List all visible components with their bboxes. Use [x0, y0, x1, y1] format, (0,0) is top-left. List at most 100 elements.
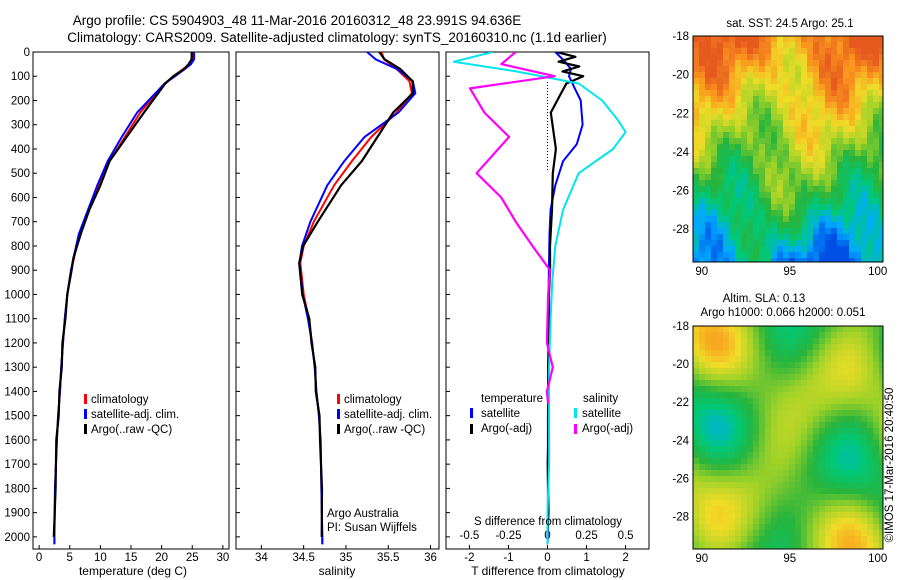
sla-map-cell — [795, 350, 802, 357]
sst-map-cell — [759, 138, 766, 145]
sla-map-cell — [741, 416, 748, 423]
sla-map-cell — [741, 488, 748, 495]
sst-map-cell — [789, 204, 796, 211]
sla-map-cell — [855, 410, 862, 417]
sla-map-cell — [855, 434, 862, 441]
sla-map-cell — [843, 344, 850, 351]
sst-map-cell — [705, 228, 712, 235]
sla-map-cell — [699, 476, 706, 483]
sst-map-cell — [723, 48, 730, 55]
sst-map-cell — [855, 168, 862, 175]
sla-map-cell — [879, 500, 883, 507]
sla-map-cell — [729, 440, 736, 447]
sst-map-cell — [723, 240, 730, 247]
sst-map-cell — [801, 168, 808, 175]
sst-map-cell — [879, 192, 883, 199]
sst-map-cell — [759, 204, 766, 211]
sla-map-cell — [699, 410, 706, 417]
sst-map-cell — [723, 192, 730, 199]
sla-map-cell — [777, 458, 784, 465]
sst-map-cell — [855, 246, 862, 253]
sst-map-cell — [717, 174, 724, 181]
sla-map-cell — [735, 434, 742, 441]
sst-map-cell — [831, 210, 838, 217]
sla-map-cell — [849, 380, 856, 387]
sst-map-cell — [735, 36, 742, 43]
sst-map-cell — [741, 192, 748, 199]
sst-map-cell — [795, 66, 802, 73]
sla-map-cell — [837, 380, 844, 387]
sst-map-cell — [819, 210, 826, 217]
sst-map-cell — [747, 120, 754, 127]
sla-map-cell — [705, 326, 712, 333]
sst-map-cell — [873, 204, 880, 211]
sla-map-cell — [831, 476, 838, 483]
sst-map-cell — [771, 120, 778, 127]
sst-map-cell — [873, 120, 880, 127]
sst-map-cell — [789, 132, 796, 139]
sst-map-cell — [801, 240, 808, 247]
sla-map-cell — [855, 374, 862, 381]
sla-map-cell — [867, 512, 874, 519]
sla-map-cell — [753, 374, 760, 381]
sst-map-cell — [795, 198, 802, 205]
sla-map-cell — [693, 494, 700, 501]
sla-map-cell — [831, 332, 838, 339]
sst-map-cell — [819, 150, 826, 157]
sla-map-cell — [765, 350, 772, 357]
sla-map-cell — [777, 494, 784, 501]
sla-map-cell — [801, 386, 808, 393]
sst-map-cell — [717, 54, 724, 61]
sla-map-cell — [723, 434, 730, 441]
sla-map-ytick-label: -22 — [672, 397, 689, 409]
sst-map-cell — [855, 54, 862, 61]
sst-map-cell — [849, 258, 856, 262]
sst-map-cell — [735, 48, 742, 55]
sla-map-cell — [711, 506, 718, 513]
sla-map-cell — [699, 374, 706, 381]
sst-map-cell — [789, 48, 796, 55]
sst-map-cell — [801, 114, 808, 121]
sst-map-cell — [813, 204, 820, 211]
sst-map-cell — [759, 132, 766, 139]
sst-map-cell — [855, 120, 862, 127]
sla-map-cell — [849, 512, 856, 519]
sla-map-cell — [777, 476, 784, 483]
sla-map-cell — [867, 434, 874, 441]
sla-map-cell — [867, 326, 874, 333]
sst-map-cell — [795, 72, 802, 79]
sla-map-cell — [753, 452, 760, 459]
sst-map-cell — [723, 66, 730, 73]
legend-swatch-temperature-argo — [470, 424, 473, 434]
sst-map-cell — [789, 72, 796, 79]
sla-map-cell — [879, 380, 883, 387]
sla-map-cell — [729, 362, 736, 369]
sla-map-cell — [873, 500, 880, 507]
sst-map-cell — [747, 96, 754, 103]
sla-map-cell — [693, 338, 700, 345]
sla-map-cell — [819, 374, 826, 381]
sla-map-cell — [729, 380, 736, 387]
sla-map-cell — [795, 362, 802, 369]
sst-map-cell — [873, 150, 880, 157]
sst-map-cell — [777, 42, 784, 49]
sla-map-cell — [849, 446, 856, 453]
sla-map-cell — [861, 398, 868, 405]
sst-map-cell — [867, 150, 874, 157]
sla-map-cell — [765, 542, 772, 549]
sla-map-cell — [879, 356, 883, 363]
sla-map-cell — [861, 464, 868, 471]
sla-map-cell — [795, 332, 802, 339]
sla-map-cell — [843, 536, 850, 543]
sst-map-cell — [783, 90, 790, 97]
sst-map-cell — [735, 108, 742, 115]
sst-map-cell — [789, 114, 796, 121]
sla-map-cell — [705, 530, 712, 537]
sst-map-cell — [753, 72, 760, 79]
sla-map-cell — [783, 506, 790, 513]
sla-map-cell — [825, 476, 832, 483]
sla-map-cell — [813, 524, 820, 531]
sst-map-cell — [801, 174, 808, 181]
sla-map-cell — [711, 482, 718, 489]
sst-map-cell — [825, 240, 832, 247]
